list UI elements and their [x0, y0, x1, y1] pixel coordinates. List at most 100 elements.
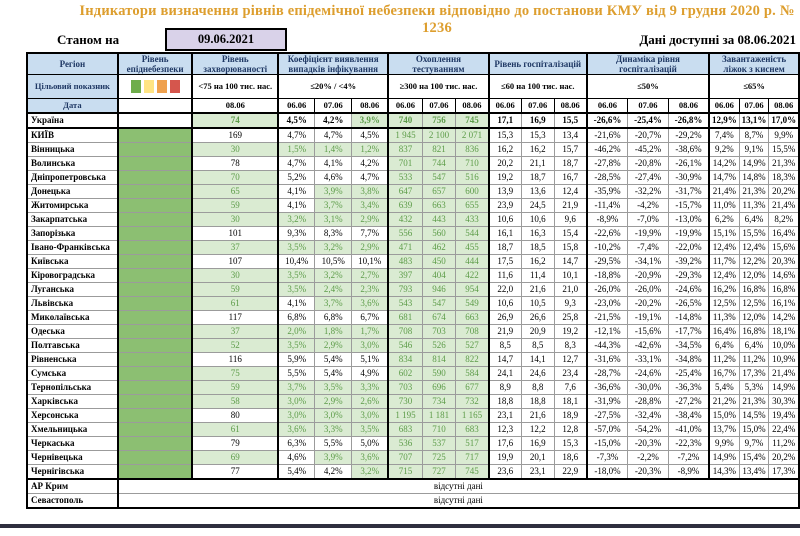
value-cell: 17,6 — [487, 436, 522, 452]
target-dynamics: ≤50% — [585, 74, 710, 100]
value-cell: -26,6% — [585, 112, 629, 130]
value-cell: 12,2 — [520, 422, 555, 438]
value-cell: 677 — [455, 380, 490, 396]
value-cell: -8,9% — [667, 464, 710, 480]
value-cell: 13,9 — [487, 184, 522, 200]
value-cell: 20,1 — [520, 450, 555, 466]
value-cell: 21,6 — [520, 282, 555, 298]
value-cell: -15,6% — [627, 324, 669, 340]
value-cell: 647 — [387, 184, 423, 200]
value-cell: -11,4% — [585, 198, 629, 214]
value-cell: 15,7 — [553, 142, 588, 158]
region-cell: Волинська — [26, 156, 119, 172]
danger-level-cell — [116, 380, 193, 396]
value-cell: -38,4% — [667, 408, 710, 424]
value-cell: -28,8% — [627, 394, 669, 410]
value-cell: -31,6% — [585, 352, 629, 368]
value-cell: 6,2% — [708, 212, 740, 228]
value-cell: 18,6 — [553, 450, 588, 466]
region-cell: Вінницька — [26, 142, 119, 158]
value-cell: 15,0% — [708, 408, 740, 424]
value-cell: 3,6% — [277, 422, 316, 438]
value-cell: 14,9% — [768, 380, 800, 396]
value-cell: -27,4% — [627, 170, 669, 186]
region-cell: Севастополь — [26, 493, 119, 509]
data-available-date: 08.06.2021 — [737, 32, 797, 47]
date-dynamics: 08.06 — [667, 98, 710, 115]
value-cell: 14,5% — [738, 408, 770, 424]
value-cell: 16,8% — [738, 324, 770, 340]
value-cell: 18,9 — [553, 408, 588, 424]
value-cell: 52 — [191, 338, 279, 354]
value-cell: -21,6% — [585, 127, 629, 144]
table-row: Київська 107 10,4% 10,5% 10,1% 483 450 444 17,5 1… — [26, 254, 800, 270]
date-row-label: Дата — [26, 98, 119, 115]
value-cell: 725 — [421, 450, 457, 466]
region-cell: Тернопільська — [26, 380, 119, 396]
value-cell: -22,3% — [667, 436, 710, 452]
value-cell: 600 — [455, 184, 490, 200]
table-row-no-data: АР Крим відсутні дані — [26, 478, 800, 495]
value-cell: 11,3% — [738, 198, 770, 214]
value-cell: 2,9% — [351, 240, 389, 256]
value-cell: 1 945 — [387, 127, 423, 144]
value-cell: 734 — [421, 394, 457, 410]
value-cell: 18,7 — [520, 170, 555, 186]
value-cell: 837 — [387, 142, 423, 158]
value-cell: 12,4% — [708, 240, 740, 256]
value-cell: 2,6% — [351, 394, 389, 410]
value-cell: 9,3 — [553, 296, 588, 312]
value-cell: -20,8% — [627, 156, 669, 172]
date-coef: 06.06 — [277, 98, 316, 115]
value-cell: 3,5% — [277, 268, 316, 284]
value-cell: 432 — [387, 212, 423, 228]
value-cell: 696 — [421, 380, 457, 396]
value-cell: 3,0% — [277, 394, 316, 410]
value-cell: 2,9% — [314, 394, 353, 410]
value-cell: 21,4% — [768, 198, 800, 214]
date-testing: 08.06 — [455, 98, 490, 115]
value-cell: 6,8% — [277, 310, 316, 326]
value-cell: -29,2% — [667, 127, 710, 144]
value-cell: 16,3 — [520, 226, 555, 242]
value-cell: 12,8 — [553, 422, 588, 438]
table-row: Луганська 59 3,5% 2,4% 2,3% 793 946 954 22,0 21,6… — [26, 282, 800, 298]
region-cell: Київська — [26, 254, 119, 270]
value-cell: 15,5% — [768, 142, 800, 158]
value-cell: 21,4% — [708, 184, 740, 200]
value-cell: 422 — [455, 268, 490, 284]
table-row: Чернігівська 77 5,4% 4,2% 3,2% 715 727 745 23,6 2… — [26, 464, 800, 480]
target-testing: ≥300 на 100 тис. нас. — [387, 74, 490, 100]
danger-level-cell — [116, 112, 193, 130]
value-cell: 12,3 — [487, 422, 522, 438]
value-cell: 16,8% — [768, 282, 800, 298]
value-cell: 533 — [387, 170, 423, 186]
value-cell: 12,7 — [553, 352, 588, 368]
value-cell: 4,9% — [351, 366, 389, 382]
col-header-incidence: Рівень захворюваності — [191, 52, 279, 76]
value-cell: 37 — [191, 240, 279, 256]
col-header-beds: Завантаженість ліжок з киснем — [708, 52, 800, 76]
value-cell: 26,9 — [487, 310, 522, 326]
value-cell: 822 — [455, 352, 490, 368]
value-cell: 6,4% — [708, 338, 740, 354]
value-cell: 17,1 — [487, 112, 522, 130]
value-cell: 483 — [387, 254, 423, 270]
value-cell: 4,7% — [277, 156, 316, 172]
value-cell: 2,4% — [314, 282, 353, 298]
value-cell: 3,9% — [314, 184, 353, 200]
value-cell: 3,7% — [277, 380, 316, 396]
region-cell: Луганська — [26, 282, 119, 298]
value-cell: 3,7% — [314, 296, 353, 312]
danger-level-legend — [116, 74, 193, 100]
value-cell: -8,9% — [585, 212, 629, 228]
table-row: Запорізька 101 9,3% 8,3% 7,7% 556 560 544 16,1 16… — [26, 226, 800, 242]
value-cell: 16,1 — [487, 226, 522, 242]
value-cell: 7,6 — [553, 380, 588, 396]
value-cell: 6,8% — [314, 310, 353, 326]
value-cell: 37 — [191, 324, 279, 340]
value-cell: 2,0% — [277, 324, 316, 340]
value-cell: 710 — [455, 156, 490, 172]
value-cell: 6,7% — [351, 310, 389, 326]
value-cell: 547 — [421, 296, 457, 312]
